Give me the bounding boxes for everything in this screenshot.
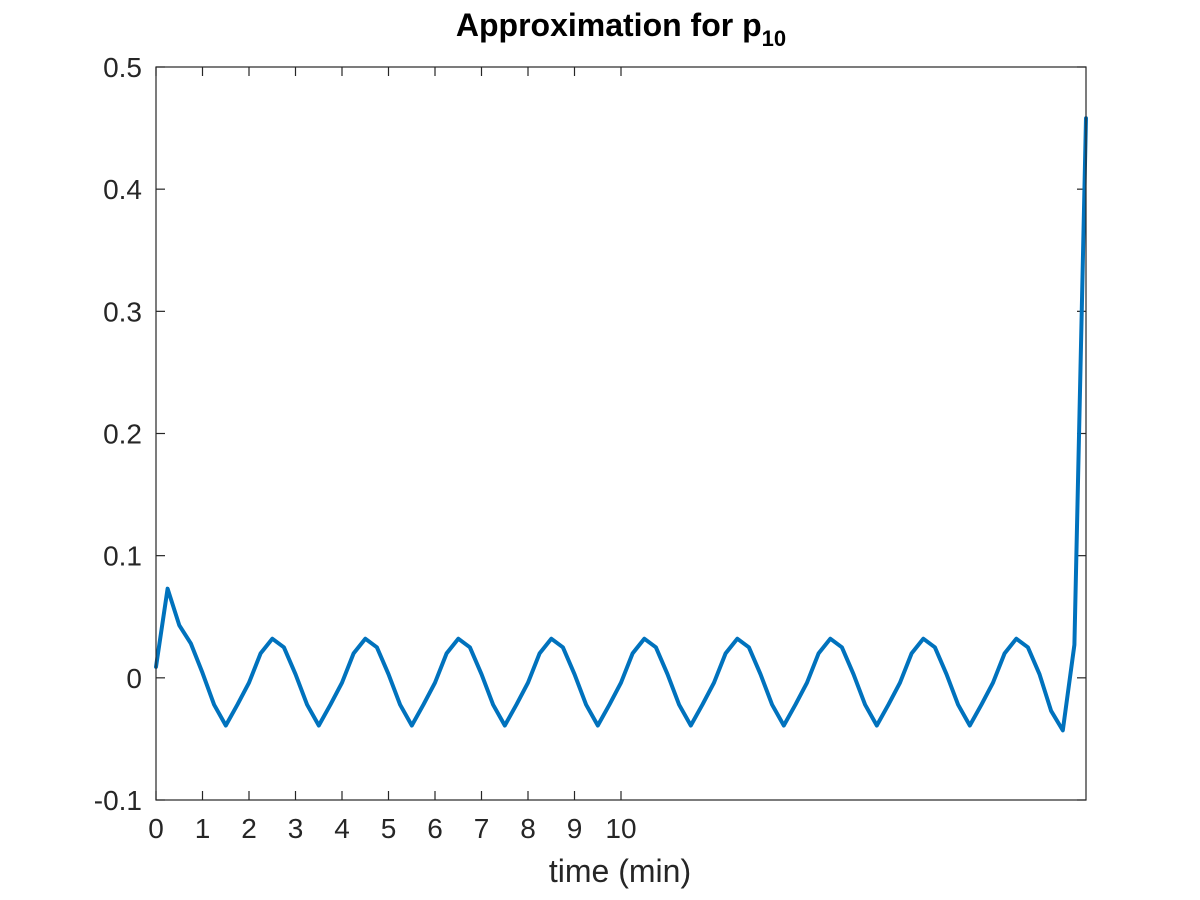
series-layer: [154, 116, 1088, 733]
ticks-layer: [155, 66, 1086, 801]
x-tick-label: 7: [474, 813, 490, 844]
series-line-0: [154, 116, 1088, 733]
y-tick-label: 0.1: [103, 541, 142, 572]
chart-title: Approximation for p10: [456, 7, 786, 51]
chart-title-main: Approximation for p: [456, 7, 762, 43]
x-tick-label: 6: [427, 813, 443, 844]
labels-layer: 0 1 2 3 4 5 6 7 8 9 10-0.100.10.20.30.40.5: [94, 52, 637, 844]
y-tick-label: -0.1: [94, 785, 142, 816]
y-tick-label: 0.2: [103, 419, 142, 450]
y-tick-label: 0.3: [103, 296, 142, 327]
x-tick-label: 2: [241, 813, 257, 844]
x-tick-label: 9: [567, 813, 583, 844]
y-tick-label: 0.5: [103, 52, 142, 83]
x-tick-label: 10: [605, 813, 636, 844]
x-axis-label: time (min): [549, 853, 691, 889]
x-tick-label: 5: [381, 813, 397, 844]
x-tick-label: 4: [334, 813, 350, 844]
chart-title-subscript: 10: [762, 26, 786, 51]
y-tick-label: 0: [126, 663, 142, 694]
y-tick-label: 0.4: [103, 174, 142, 205]
axes-box: [155, 66, 1087, 801]
x-tick-label: 1: [195, 813, 211, 844]
x-tick-label: 8: [520, 813, 536, 844]
x-tick-label: 3: [288, 813, 304, 844]
x-tick-label: 0: [148, 813, 164, 844]
